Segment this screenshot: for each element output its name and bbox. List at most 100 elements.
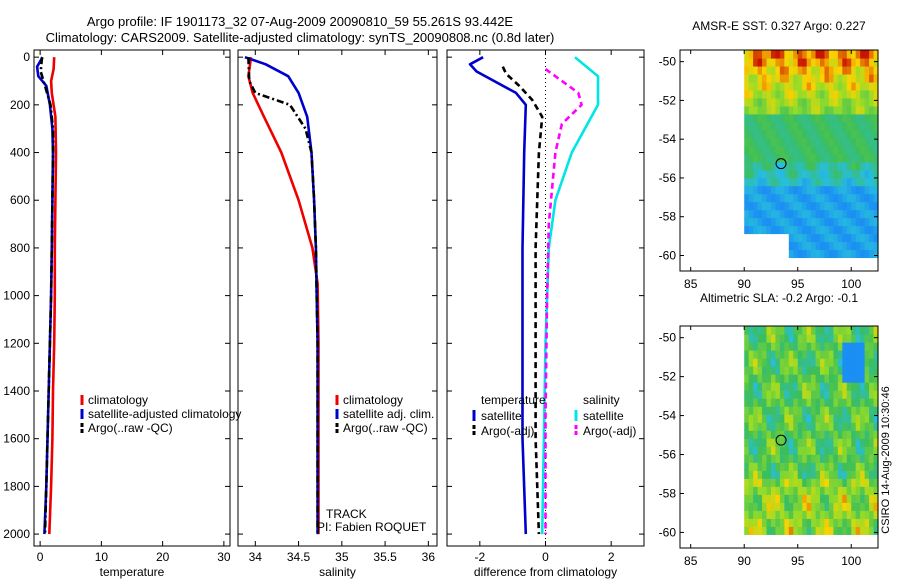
sst-map-cell <box>824 50 830 59</box>
sla-map-cell <box>757 390 763 399</box>
sst-map-cell <box>855 97 861 107</box>
sla-map-cell <box>779 454 785 463</box>
sst-map-cell <box>864 193 870 203</box>
sla-map-cell <box>788 350 794 359</box>
sst-map-cell <box>873 225 879 235</box>
sst-map-cell <box>869 50 875 59</box>
sst-map-cell <box>762 65 768 75</box>
sst-map-cell <box>779 209 785 219</box>
sla-map-cell <box>744 382 750 391</box>
sst-map-cell <box>837 193 843 203</box>
sla-map-cell <box>806 390 812 399</box>
sla-map-cell <box>775 478 781 487</box>
sla-map-cell <box>775 366 781 375</box>
sst-map-cell <box>802 225 808 235</box>
sst-map-cell <box>869 145 875 155</box>
sst-map-cell <box>762 153 768 163</box>
sla-map-cell <box>842 518 848 527</box>
salinity-legend-label: satellite adj. clim. <box>343 407 434 421</box>
sst-map-cell <box>864 57 870 67</box>
sla-map-cell <box>802 526 808 535</box>
sla-map-cell <box>748 326 754 335</box>
sla-map-cell <box>815 334 821 343</box>
sst-map-cell <box>806 233 812 243</box>
sla-map-cell <box>811 390 817 399</box>
temperature-ytick-label: 1800 <box>3 479 30 493</box>
sst-map-cell <box>833 97 839 107</box>
sla-map-cell <box>815 326 821 335</box>
sla-map-cell <box>869 486 875 495</box>
sla-map-cell <box>846 382 852 391</box>
sla-map-cell <box>806 382 812 391</box>
sla-map-cell <box>784 334 790 343</box>
sla-map-cell <box>797 422 803 431</box>
sla-map-cell <box>757 526 763 535</box>
sla-map-cell <box>811 326 817 335</box>
sla-map-cell <box>824 518 830 527</box>
sla-map-ytick-label: -52 <box>659 370 677 384</box>
sst-map-cell <box>833 161 839 171</box>
sla-map-cell <box>837 358 843 367</box>
sla-map-cell <box>784 374 790 383</box>
sla-map-cell <box>811 398 817 407</box>
sla-map-cell <box>855 430 861 439</box>
sla-map-cell <box>766 382 772 391</box>
sst-map-cell <box>842 145 848 155</box>
sla-map-cell <box>860 422 866 431</box>
sla-map-cell <box>757 430 763 439</box>
sst-map-cell <box>860 121 866 131</box>
sla-map-cell <box>833 398 839 407</box>
sst-map-cell <box>757 97 763 107</box>
sla-map-cell <box>851 358 857 367</box>
sla-map-cell <box>855 462 861 471</box>
sst-map-cell <box>833 177 839 187</box>
sla-map-cell <box>815 526 821 535</box>
sla-map-cell <box>846 486 852 495</box>
sst-map-cell <box>824 89 830 99</box>
sla-map-cell <box>833 430 839 439</box>
sst-map-cell <box>824 81 830 91</box>
sla-map-cell <box>824 526 830 535</box>
sst-map-cell <box>793 217 799 227</box>
sst-map-cell <box>793 209 799 219</box>
sla-map-cell <box>766 446 772 455</box>
sst-map-cell <box>788 50 794 59</box>
sst-map-cell <box>753 129 759 139</box>
sla-map-cell <box>753 438 759 447</box>
sla-map-cell <box>833 454 839 463</box>
sla-map-cell <box>864 374 870 383</box>
sst-map-cell <box>811 249 817 259</box>
sst-map-cell <box>846 241 852 251</box>
sla-map-cell <box>811 438 817 447</box>
sst-map-cell <box>775 129 781 139</box>
sla-map-cell <box>757 478 763 487</box>
sst-map-cell <box>828 97 835 107</box>
sst-map-cell <box>757 121 763 131</box>
sst-map-cell <box>766 137 772 147</box>
sla-map-ytick-label: -56 <box>659 448 677 462</box>
sst-map-cell <box>815 177 821 187</box>
sla-map-cell <box>828 374 835 383</box>
sla-map-cell <box>744 478 750 487</box>
sst-map-cell <box>757 217 763 227</box>
sst-map-cell <box>820 249 826 259</box>
salinity-annotation-pi: PI: Fabien ROQUET <box>317 520 427 534</box>
sst-map-cell <box>842 153 848 163</box>
temperature-xtick-label: 0 <box>37 550 44 564</box>
sla-map-cell <box>815 494 821 503</box>
sla-map-cell <box>828 342 835 351</box>
sla-map-cell <box>869 526 875 535</box>
salinity-series-argo-raw-qc- <box>247 57 319 535</box>
sla-map-cell <box>855 494 861 503</box>
sst-map-cell <box>828 113 835 123</box>
sst-map-cell <box>833 73 839 83</box>
sla-map-cell <box>842 454 848 463</box>
sla-map-cell <box>828 510 835 519</box>
sst-map-cell <box>837 137 843 147</box>
sst-map-cell <box>762 217 768 227</box>
sst-map-cell <box>869 209 875 219</box>
sst-map-cell <box>869 65 875 75</box>
sst-map-cell <box>860 129 866 139</box>
sla-map-cell <box>855 382 861 391</box>
